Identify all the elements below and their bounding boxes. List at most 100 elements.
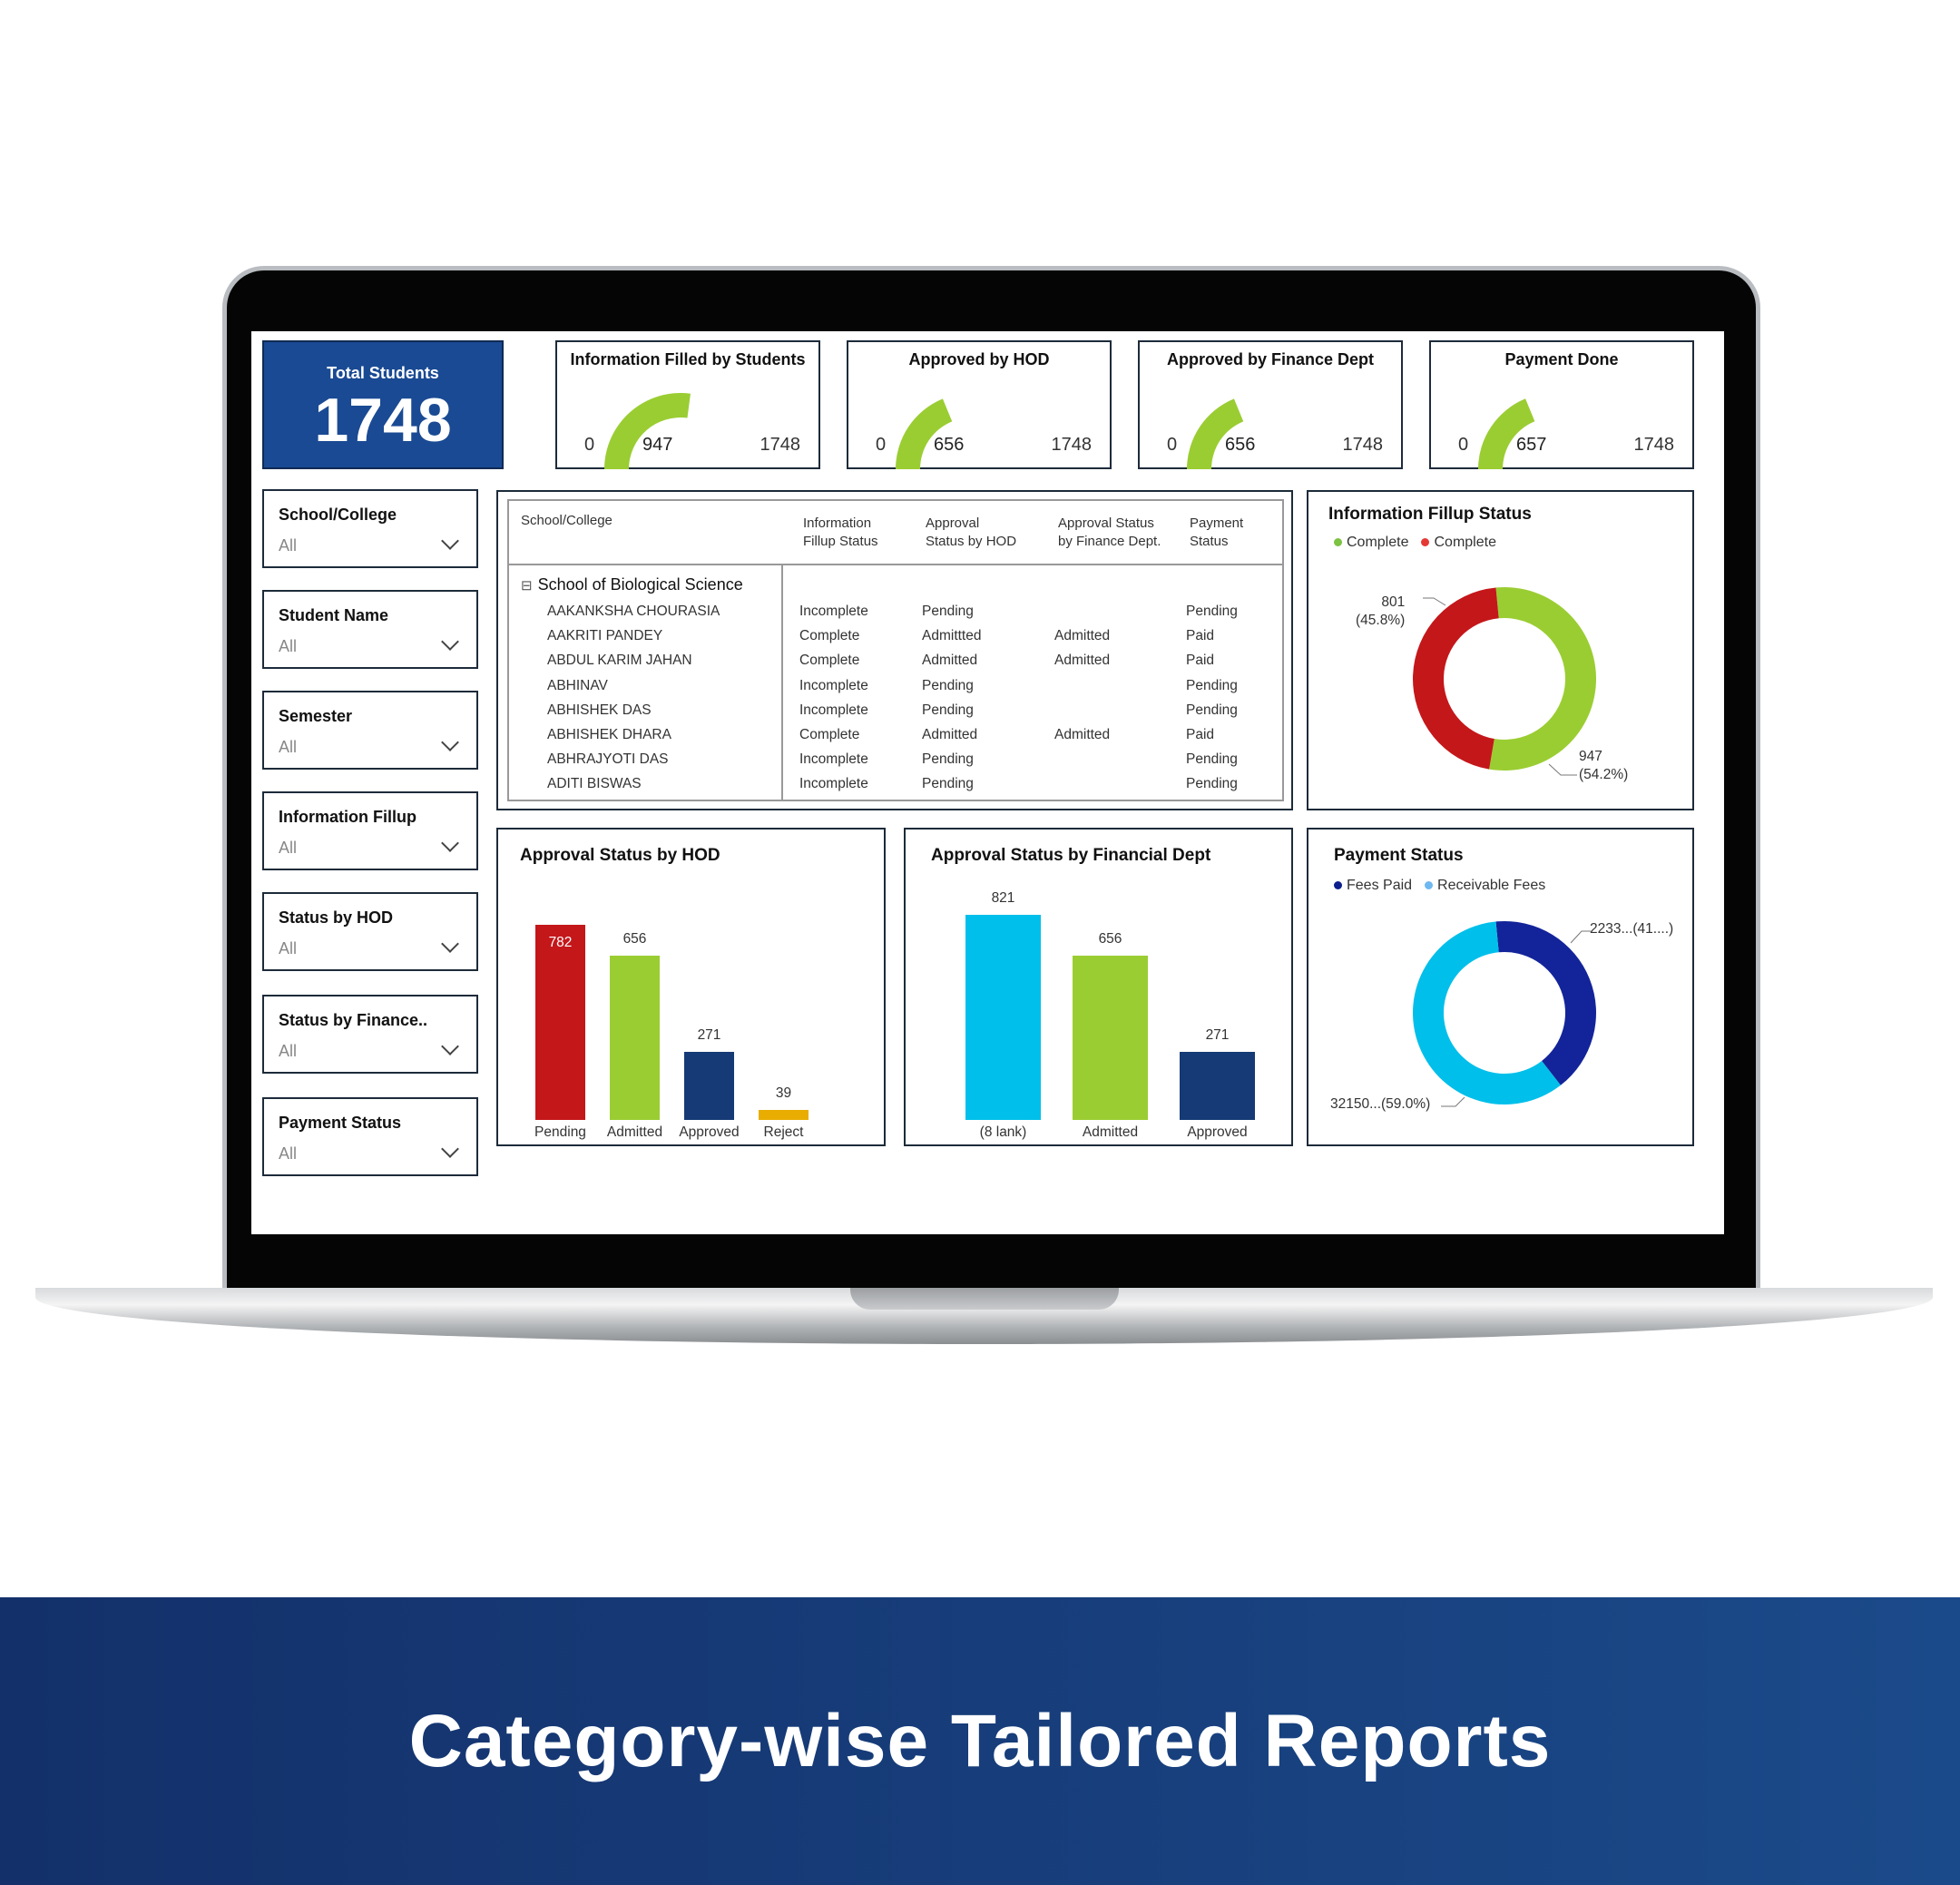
donut-slice[interactable] (1489, 587, 1596, 771)
bar-value-label: 39 (775, 1085, 792, 1102)
donut-slice[interactable] (1495, 921, 1596, 1085)
table-cell: Pending (922, 677, 974, 693)
legend-label: Receivable Fees (1437, 878, 1546, 893)
column-header[interactable]: School/College (521, 513, 612, 528)
table-cell: Incomplete (799, 604, 868, 619)
category-label: Admitted (1082, 1124, 1139, 1140)
filter-label: Semester (279, 707, 353, 725)
kpi-label: Approved by HOD (908, 350, 1050, 368)
student-name: ABHRAJYOTI DAS (547, 751, 669, 768)
table-cell: Admittted (922, 628, 982, 644)
gauge-fill (1478, 398, 1535, 469)
table-cell: Admitted (1054, 628, 1111, 644)
chevron-down-icon (441, 1037, 459, 1055)
chevron-down-icon (441, 1140, 459, 1158)
student-name: AAKANKSHA CHOURASIA (547, 604, 720, 619)
legend-item[interactable]: Fees Paid (1334, 878, 1412, 894)
legend-label: Complete (1347, 535, 1409, 550)
gauge-arc (604, 393, 691, 469)
legend-item[interactable]: Complete (1421, 535, 1496, 551)
gauge-arc (1478, 398, 1535, 469)
bar[interactable] (610, 956, 660, 1120)
bar[interactable] (684, 1052, 734, 1120)
column-header[interactable]: Information Fillup Status (803, 515, 878, 549)
chart-title: Approval Status by Financial Dept (931, 846, 1211, 865)
column-header[interactable]: Approval Status by Finance Dept. (1058, 515, 1161, 549)
chevron-down-icon (441, 834, 459, 852)
bar[interactable] (535, 924, 585, 1120)
legend-item[interactable]: Receivable Fees (1425, 878, 1545, 894)
bar[interactable] (1073, 956, 1148, 1120)
filter-value: All (279, 1042, 298, 1060)
bar-value-label: 271 (697, 1027, 721, 1044)
student-name: ADITI BISWAS (547, 776, 642, 792)
filter-value: All (279, 839, 298, 857)
payment-status-donut-panel: Payment Status Fees Paid Receivable Fees 22… (1307, 828, 1694, 1146)
filter-dropdown[interactable]: Student Name All (262, 590, 478, 669)
gauge-value: 656 (934, 435, 965, 455)
filter-label: Information Fillup (279, 808, 416, 826)
table-cell: Paid (1186, 653, 1215, 669)
student-name: AAKRITI PANDEY (547, 628, 663, 644)
filter-label: Student Name (279, 606, 389, 624)
laptop-notch (850, 1288, 1119, 1310)
legend-label: Fees Paid (1347, 878, 1413, 893)
student-table-panel: School/College Information Fillup Status A… (496, 490, 1293, 810)
legend-dot (1421, 538, 1430, 547)
slice-label: 801 (45.8%) (1356, 594, 1406, 628)
kpi-label: Approved by Finance Dept (1166, 350, 1375, 368)
gauge-max: 1748 (1342, 435, 1384, 455)
column-header[interactable]: Payment Status (1190, 515, 1244, 549)
table-cell: Pending (1186, 751, 1238, 768)
filter-dropdown[interactable]: Semester All (262, 691, 478, 770)
total-students-label: Total Students (327, 364, 439, 382)
group-row[interactable]: ⊟ School of Biological Science (521, 575, 743, 594)
bar-value-label: 656 (1098, 931, 1122, 947)
student-name: ABHISHEK DHARA (547, 727, 671, 742)
filter-label: Status by Finance.. (279, 1011, 428, 1029)
gauge-arc (896, 398, 953, 469)
table-cell: Admitted (922, 653, 978, 669)
bar[interactable] (759, 1110, 808, 1120)
banner-title: Category-wise Tailored Reports (408, 1699, 1552, 1782)
slice-label: 32150...(59.0%) (1330, 1096, 1431, 1112)
filter-label: Status by HOD (279, 908, 394, 927)
table-cell: Incomplete (799, 776, 868, 792)
category-label: Pending (534, 1124, 586, 1140)
filter-dropdown[interactable]: Payment Status All (262, 1097, 478, 1176)
gauge-min: 0 (1458, 435, 1469, 455)
filter-value: All (279, 1144, 298, 1163)
total-students-value: 1748 (314, 386, 452, 455)
collapse-icon[interactable]: ⊟ (521, 578, 533, 594)
finance-bar-chart-panel: Approval Status by Financial Dept 821 (8 l… (904, 828, 1293, 1146)
table-cell: Pending (1186, 677, 1238, 693)
bar-value-label: 821 (991, 890, 1015, 906)
column-header[interactable]: Approval Status by HOD (926, 515, 1017, 549)
student-name: ABHINAV (547, 677, 608, 693)
kpi-card: Approved by Finance Dept 0 656 1748 (1138, 340, 1403, 469)
leader-line (1423, 597, 1446, 606)
category-label: (8 lank) (979, 1124, 1027, 1140)
filter-dropdown[interactable]: Status by Finance.. All (262, 995, 478, 1074)
bar[interactable] (965, 915, 1041, 1120)
filter-value: All (279, 939, 298, 957)
table-cell: Pending (922, 604, 974, 619)
table-cell: Admitted (1054, 727, 1111, 742)
donut-slice[interactable] (1413, 921, 1561, 1104)
slice-label: 2233...(41....) (1590, 921, 1674, 937)
legend-item[interactable]: Complete (1334, 535, 1408, 551)
donut-chart (1413, 921, 1596, 1107)
bar[interactable] (1180, 1052, 1255, 1120)
table-cell: Pending (922, 702, 974, 718)
table-cell: Incomplete (799, 702, 868, 718)
bar-value-label: 271 (1205, 1027, 1230, 1044)
gauge-max: 1748 (1633, 435, 1675, 455)
filter-dropdown[interactable]: Status by HOD All (262, 892, 478, 971)
kpi-card: Information Filled by Students 0 947 1748 (555, 340, 820, 469)
hod-bar-chart-panel: Approval Status by HOD 782 Pending 656 Admit… (496, 828, 886, 1146)
total-students-card: Total Students 1748 (262, 340, 504, 469)
filter-dropdown[interactable]: School/College All (262, 489, 478, 568)
donut-slice[interactable] (1412, 587, 1499, 770)
legend-dot (1425, 881, 1434, 890)
filter-dropdown[interactable]: Information Fillup All (262, 791, 478, 870)
